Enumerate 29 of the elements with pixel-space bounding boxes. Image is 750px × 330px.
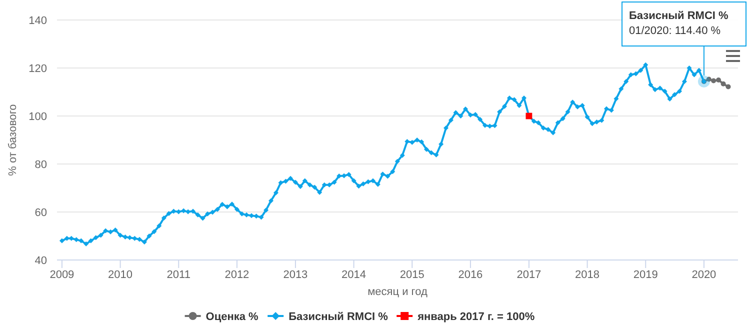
- x-tick-label: 2016: [458, 269, 483, 281]
- point: [716, 78, 721, 82]
- x-tick-label: 2020: [692, 269, 716, 281]
- x-tick-label: 2009: [50, 269, 74, 281]
- x-tick-label: 2011: [166, 269, 190, 281]
- y-tick-label: 140: [28, 15, 47, 27]
- x-tick-label: 2019: [633, 269, 658, 281]
- legend-label: Оценка %: [206, 311, 259, 323]
- point: [726, 84, 731, 90]
- x-tick-label: 2012: [224, 269, 250, 281]
- x-tick-label: 2017: [516, 269, 542, 281]
- y-tick-label: 40: [34, 255, 47, 267]
- point: [720, 81, 726, 86]
- y-tick-label: 100: [28, 111, 47, 123]
- x-tick-label: 2014: [342, 269, 366, 281]
- legend-label: январь 2017 г. = 100%: [418, 311, 535, 323]
- x-tick-label: 2015: [400, 269, 424, 281]
- y-tick-label: 80: [34, 159, 47, 171]
- point: [706, 76, 712, 82]
- x-tick-label: 2013: [283, 269, 308, 281]
- point: [711, 78, 716, 84]
- x-tick-label: 2010: [108, 269, 133, 281]
- legend-label: Базисный RMCI %: [288, 311, 388, 323]
- y-tick-label: 120: [28, 63, 47, 75]
- y-tick-label: 60: [34, 207, 47, 219]
- x-tick-label: 2018: [575, 269, 600, 281]
- annotation: Базисный RMCI % 01/2020: 114.40 %: [629, 10, 729, 37]
- x-axis-title: месяц и год: [368, 286, 428, 298]
- y-axis-title: % от базового: [7, 104, 19, 176]
